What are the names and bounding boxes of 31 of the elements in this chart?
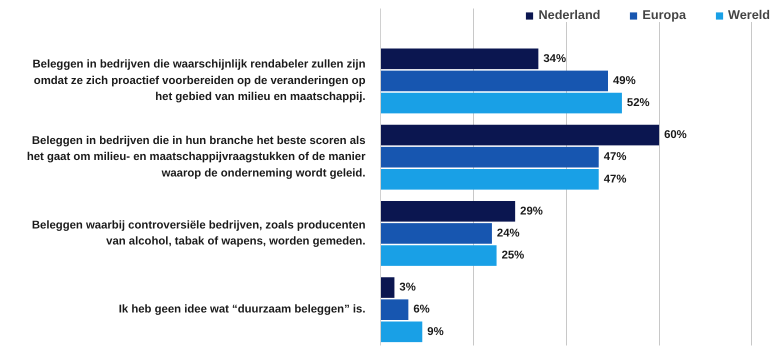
y-tick-label: Ik heb geen idee wat “duurzaam beleggen” is. [118, 304, 366, 316]
data-label: 3% [399, 282, 416, 294]
bar [380, 299, 408, 320]
data-label: 9% [427, 326, 444, 338]
bar [380, 277, 394, 298]
bar [380, 245, 497, 266]
data-label: 60% [664, 129, 687, 142]
bar [380, 201, 516, 222]
data-label: 6% [413, 304, 430, 316]
bar [380, 223, 492, 244]
legend-label: Europa [642, 8, 686, 22]
bar [380, 146, 599, 168]
data-label: 25% [502, 250, 524, 262]
y-tick-label: Beleggen in bedrijven die waarschijnlijk rendabeler zullen zijn omdat ze zich proactief voorbereiden op de veranderingen op het gebied van milieu en maatschappij. [32, 58, 366, 104]
bar [380, 70, 608, 92]
data-label: 47% [604, 173, 626, 186]
bar [380, 321, 422, 342]
data-label: 24% [496, 227, 520, 240]
bar [380, 168, 599, 190]
legend-label: Wereld [728, 8, 770, 22]
y-tick-label: Beleggen in bedrijven die in hun branche het beste scoren als het gaat om milieu- en maatschappijvraagstukken of de manier waarop de onderneming wordt geleid. [26, 134, 366, 180]
data-label: 49% [613, 74, 636, 87]
data-label: 47% [604, 151, 626, 164]
bar [380, 124, 660, 146]
bar [380, 92, 622, 114]
data-label: 34% [543, 52, 566, 65]
y-tick-label: Beleggen waarbij controversiële bedrijven, zoals producenten van alcohol, tabak of wapens, worden gemeden. [32, 219, 366, 248]
data-label: 29% [520, 205, 543, 218]
bar [380, 48, 538, 70]
legend-label: Nederland [538, 8, 600, 22]
data-label: 52% [626, 97, 650, 110]
